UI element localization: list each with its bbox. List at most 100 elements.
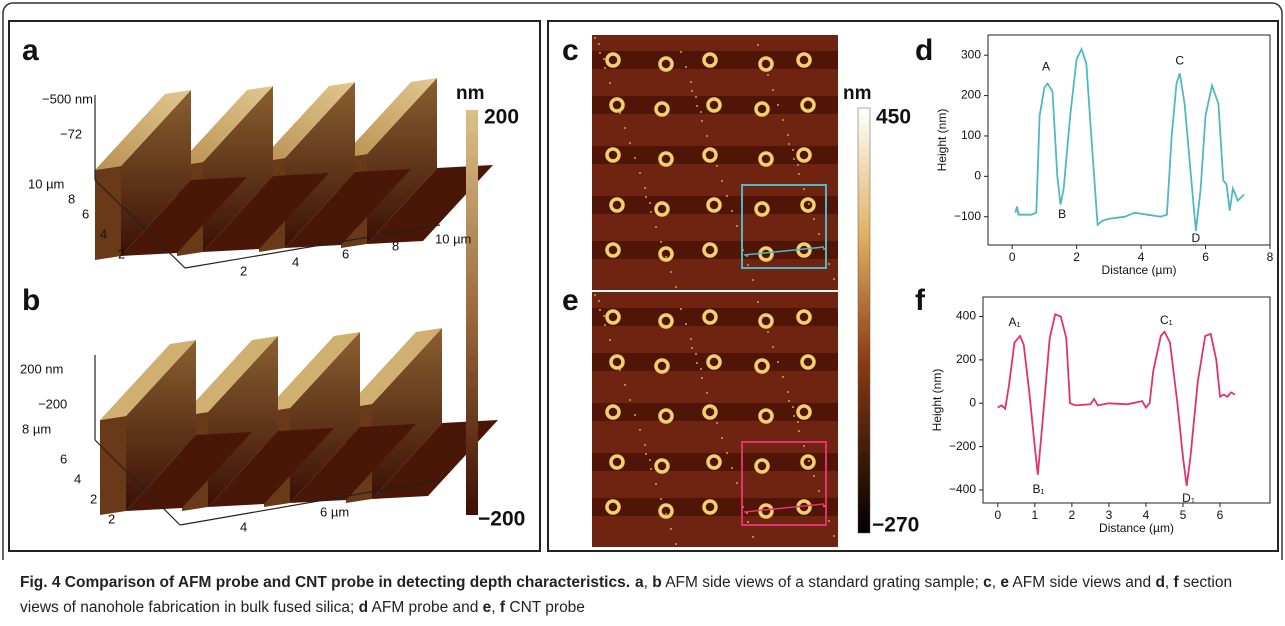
speck [619,369,621,371]
annotation: B [1058,207,1066,221]
panel-label: d [915,34,933,67]
figure: abcdef−500 nm−7210 µm8642246810 µm200 nm… [0,0,1285,626]
colorbar-min: −200 [478,508,525,531]
speck [747,264,749,266]
speck [603,315,605,317]
caption-text: , [1165,574,1174,591]
speck [777,104,779,106]
axis-tick-label: 6 [60,451,67,466]
speck [803,445,805,447]
speck [649,202,651,204]
speck [716,422,718,424]
panel-label: e [562,284,579,317]
axis-tick-label: −200 [38,396,67,411]
caption-text: AFM side views of a standard grating sam… [662,574,983,591]
x-tick-label: 0 [994,508,1001,522]
speck [823,505,825,507]
speck [762,316,764,318]
speck [700,368,702,370]
speck [675,543,677,545]
axis-tick-label: 4 [74,471,81,486]
axis-tick-label: 2 [108,511,115,526]
speck [752,536,754,538]
colorbar-min: −270 [872,514,919,537]
x-tick-label: 1 [1032,508,1039,522]
panel-label: f [915,284,926,317]
speck [650,468,652,470]
speck [788,143,790,145]
speck [721,437,723,439]
x-axis-title: Distance (µm) [1102,263,1177,277]
colorbar [858,108,870,533]
speck [777,361,779,363]
speck [757,44,759,46]
speck [752,279,754,281]
speck [700,111,702,113]
axis-tick-label: 2 [240,263,247,278]
speck [650,211,652,213]
speck [690,81,692,83]
speck [711,150,713,152]
x-tick-label: 3 [1106,508,1113,522]
y-tick-label: 200 [956,352,976,366]
speck [833,535,835,537]
speck [691,90,693,92]
y-tick-label: 300 [961,47,981,61]
annotation: B₁ [1033,482,1045,496]
speck [808,460,810,462]
speck [731,210,733,212]
speck [767,74,769,76]
speck [660,498,662,500]
y-tick-label: 400 [956,309,976,323]
speck [716,165,718,167]
speck [762,59,764,61]
speck [813,475,815,477]
axis-tick-label: 4 [100,226,107,241]
y-tick-label: 200 [961,88,981,102]
data-line [1015,49,1244,231]
speck [695,353,697,355]
colorbar-max: 450 [876,106,911,129]
caption-text: e [1000,574,1009,591]
x-tick-label: 5 [1180,508,1187,522]
colorbar [466,110,478,515]
axis-tick-label: 8 µm [22,421,51,436]
annotation: C [1175,53,1184,67]
speck [670,528,672,530]
speck [660,241,662,243]
plot-frame [983,297,1270,503]
caption-text: c [983,574,992,591]
x-tick-label: 2 [1073,250,1080,264]
axis-tick-label: 10 µm [28,176,64,191]
caption-text: d [1155,574,1164,591]
speck [685,66,687,68]
speck [813,218,815,220]
caption-text: Fig. 4 Comparison of AFM probe and CNT p… [20,574,630,591]
x-axis-title: Distance (µm) [1099,521,1174,535]
caption-text: AFM probe and [368,599,483,616]
y-tick-label: 0 [974,169,981,183]
speck [808,203,810,205]
axis-tick-label: 8 [68,191,75,206]
speck [721,180,723,182]
speck [747,521,749,523]
speck [598,300,600,302]
x-tick-label: 2 [1069,508,1076,522]
speck [828,520,830,522]
speck [701,377,703,379]
axis-tick-label: 4 [292,254,299,269]
speck [665,513,667,515]
speck [598,43,600,45]
speck [614,97,616,99]
speck [772,346,774,348]
speck [614,354,616,356]
y-tick-label: −400 [949,482,976,496]
speck [645,196,647,198]
caption-text: e [483,599,492,616]
caption: Fig. 4 Comparison of AFM probe and CNT p… [20,570,1270,620]
speck [793,158,795,160]
speck [787,134,789,136]
speck [639,172,641,174]
annotation: C₁ [1160,313,1173,327]
axis-tick-label: −72 [60,126,82,141]
